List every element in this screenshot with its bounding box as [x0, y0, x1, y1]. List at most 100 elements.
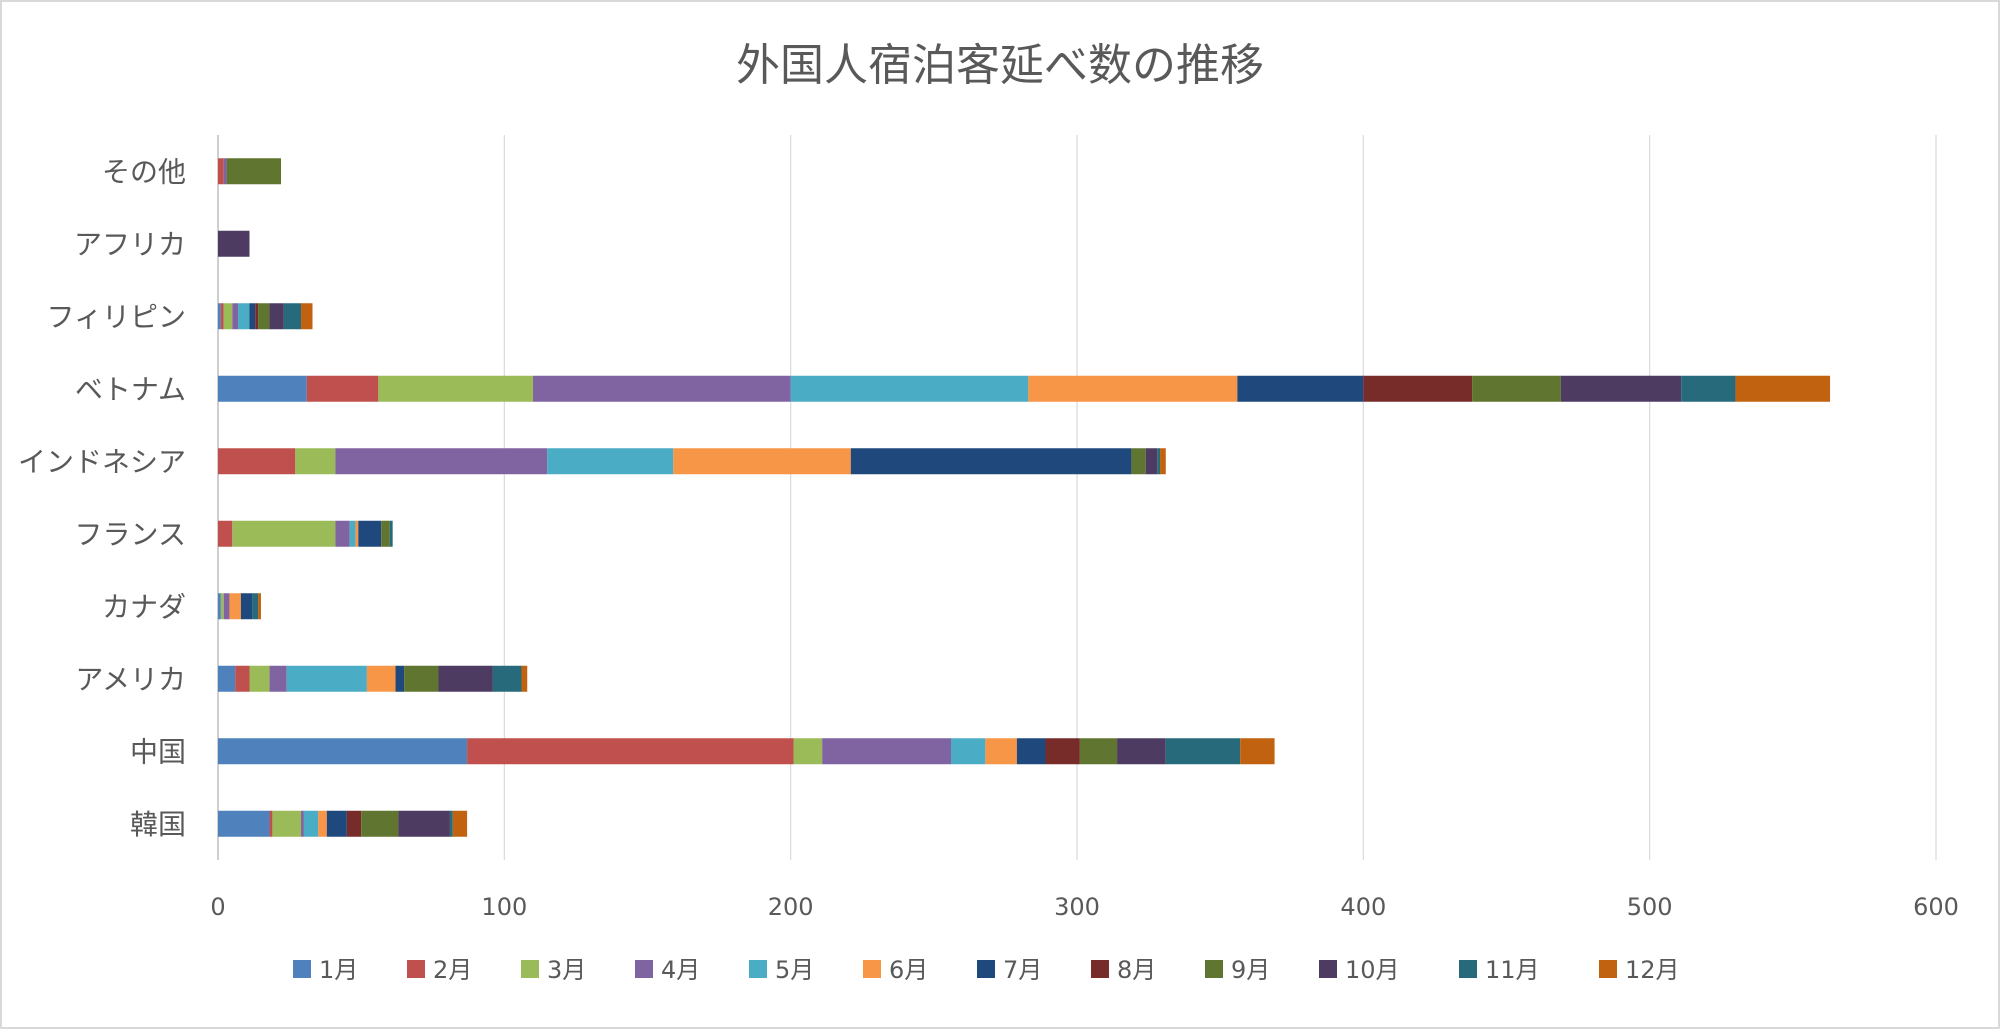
bar-segment [326, 810, 347, 837]
bar-segment [398, 810, 450, 837]
legend-swatch [1205, 960, 1223, 978]
legend-swatch [863, 960, 881, 978]
bar-segment [1016, 738, 1046, 765]
legend-swatch [1459, 960, 1477, 978]
category-label: アフリカ [74, 228, 186, 261]
bar-segment [492, 665, 522, 692]
legend-label: 7月 [1003, 956, 1042, 984]
x-tick-label: 0 [210, 893, 225, 921]
legend-label: 12月 [1625, 956, 1680, 984]
bar-segment [220, 593, 224, 620]
bar-segment [404, 665, 439, 692]
bar-segment [985, 738, 1017, 765]
bar-segment [218, 593, 221, 620]
bars [218, 158, 1831, 837]
bar-segment [1145, 448, 1158, 475]
bar-segment [850, 448, 1132, 475]
legend-swatch [407, 960, 425, 978]
bar-segment [452, 810, 468, 837]
bar-segment [220, 303, 224, 330]
bar-segment [1028, 375, 1238, 402]
bar-segment [269, 303, 284, 330]
value-axis-ticks: 0 100 200 300 400 500 600 [210, 893, 1959, 921]
bar-segment [395, 665, 405, 692]
bar-segment [1472, 375, 1561, 402]
x-tick-label: 300 [1054, 893, 1100, 921]
legend-swatch [1091, 960, 1109, 978]
legend-swatch [635, 960, 653, 978]
bar-segment [1117, 738, 1166, 765]
bar-segment [301, 810, 304, 837]
bar-segment [1045, 738, 1080, 765]
bar-segment [335, 520, 350, 547]
bar-segment [1240, 738, 1275, 765]
category-label: 韓国 [130, 808, 186, 841]
x-tick-label: 100 [481, 893, 527, 921]
bar-segment [258, 303, 270, 330]
legend-label: 2月 [433, 956, 472, 984]
legend-label: 11月 [1485, 956, 1540, 984]
category-label: アメリカ [75, 663, 186, 696]
legend-swatch [977, 960, 995, 978]
bar-segment [272, 810, 302, 837]
bar-segment [223, 303, 233, 330]
bar-segment [295, 448, 336, 475]
bar-segment [249, 665, 270, 692]
category-label: フィリピン [47, 300, 186, 333]
category-label: 中国 [130, 735, 186, 768]
bar-segment [269, 810, 273, 837]
legend-label: 8月 [1117, 956, 1156, 984]
bar-segment [467, 738, 794, 765]
bar-segment [238, 303, 250, 330]
bar-segment [1735, 375, 1831, 402]
bar-segment [283, 303, 302, 330]
bar-segment [951, 738, 986, 765]
bar-segment [235, 665, 250, 692]
x-tick-label: 200 [768, 893, 814, 921]
bar-segment [232, 520, 336, 547]
bar-segment [223, 593, 230, 620]
bar-segment [346, 810, 362, 837]
bar-segment [532, 375, 791, 402]
bar-segment [449, 810, 453, 837]
category-label: ベトナム [75, 373, 186, 406]
category-label: インドネシア [18, 445, 186, 478]
bar-segment [349, 520, 356, 547]
bar-segment [218, 375, 307, 402]
category-label: その他 [102, 155, 186, 188]
bar-segment [793, 738, 823, 765]
category-axis: 韓国 中国 アメリカ カナダ フランス インドネシア ベトナム フィリピン アフリカ その他 [18, 155, 186, 841]
bar-segment [1165, 738, 1241, 765]
legend-label: 9月 [1231, 956, 1270, 984]
legend-label: 5月 [775, 956, 814, 984]
bar-segment [218, 303, 221, 330]
bar-segment [1079, 738, 1118, 765]
bar-segment [366, 665, 396, 692]
bar-segment [218, 520, 233, 547]
bar-segment [1131, 448, 1146, 475]
legend-label: 4月 [661, 956, 700, 984]
legend-swatch [521, 960, 539, 978]
legend-swatch [1319, 960, 1337, 978]
bar-segment [547, 448, 674, 475]
legend-swatch [293, 960, 311, 978]
bar-segment [249, 303, 256, 330]
bar-segment [361, 810, 399, 837]
bar-segment [303, 810, 319, 837]
bar-segment [358, 520, 382, 547]
legend: 1月 2月 3月 4月 5月 6月 7月 8月 9月 10月 11月 12月 [293, 956, 1680, 984]
bar-segment [1160, 448, 1166, 475]
legend-label: 10月 [1345, 956, 1400, 984]
bar-segment [232, 303, 239, 330]
bar-segment [335, 448, 548, 475]
x-tick-label: 400 [1340, 893, 1386, 921]
bar-segment [790, 375, 1029, 402]
bar-segment [822, 738, 952, 765]
chart-title: 外国人宿泊客延べ数の推移 [736, 40, 1264, 91]
legend-label: 3月 [547, 956, 586, 984]
category-label: フランス [75, 518, 186, 551]
bar-segment [252, 593, 259, 620]
bar-segment [218, 810, 270, 837]
